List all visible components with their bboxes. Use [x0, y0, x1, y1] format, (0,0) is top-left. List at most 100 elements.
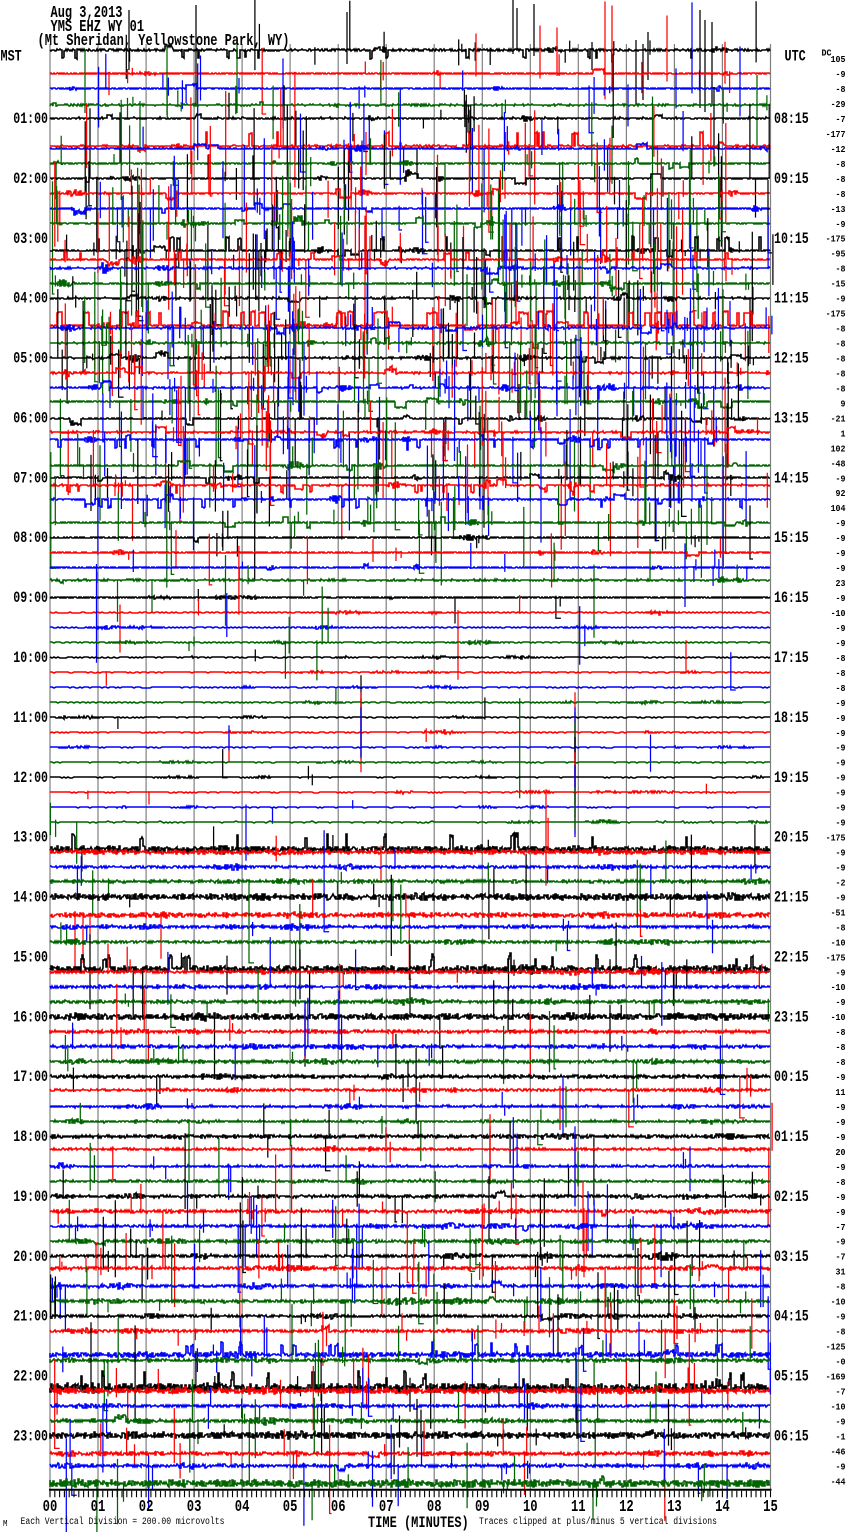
- svg-text:05: 05: [283, 1499, 298, 1517]
- svg-text:(Mt Sheridan, Yellowstone Park: (Mt Sheridan, Yellowstone Park, WY): [38, 32, 290, 50]
- svg-text:105: 105: [831, 55, 846, 65]
- svg-text:18:15: 18:15: [774, 711, 809, 728]
- svg-text:-10: -10: [831, 1402, 846, 1412]
- svg-text:-8: -8: [836, 384, 846, 394]
- svg-text:17:15: 17:15: [774, 651, 809, 668]
- svg-text:13:15: 13:15: [774, 411, 809, 428]
- svg-text:01:15: 01:15: [774, 1130, 809, 1147]
- svg-text:10:00: 10:00: [13, 651, 48, 668]
- svg-text:-12: -12: [831, 145, 846, 155]
- svg-text:14: 14: [715, 1499, 730, 1517]
- svg-text:23:00: 23:00: [13, 1429, 48, 1446]
- svg-text:-48: -48: [831, 459, 846, 469]
- svg-text:-8: -8: [836, 324, 846, 334]
- svg-text:UTC: UTC: [785, 48, 806, 66]
- svg-text:-9: -9: [836, 1312, 846, 1322]
- svg-text:11:15: 11:15: [774, 291, 809, 308]
- svg-text:21:00: 21:00: [13, 1309, 48, 1326]
- svg-text:-7: -7: [836, 115, 846, 125]
- svg-text:12:15: 12:15: [774, 351, 809, 368]
- svg-text:-9: -9: [836, 743, 846, 753]
- svg-text:TIME (MINUTES): TIME (MINUTES): [368, 1515, 469, 1533]
- svg-text:-177: -177: [826, 130, 846, 140]
- svg-text:-9: -9: [836, 1208, 846, 1218]
- svg-text:11: 11: [836, 1088, 846, 1098]
- svg-text:-29: -29: [831, 100, 846, 110]
- svg-text:04:00: 04:00: [13, 291, 48, 308]
- svg-text:-8: -8: [836, 923, 846, 933]
- svg-text:00: 00: [43, 1499, 58, 1517]
- svg-text:17:00: 17:00: [13, 1070, 48, 1087]
- svg-text:-9: -9: [836, 294, 846, 304]
- svg-text:12: 12: [619, 1499, 634, 1517]
- svg-text:15:15: 15:15: [774, 531, 809, 548]
- svg-text:-125: -125: [826, 1342, 846, 1352]
- svg-text:-9: -9: [836, 624, 846, 634]
- svg-text:Each Vertical Division = 200.: Each Vertical Division = 200.00 microvol…: [21, 1515, 225, 1527]
- svg-text:15: 15: [763, 1499, 778, 1517]
- svg-text:-9: -9: [836, 788, 846, 798]
- svg-text:-44: -44: [831, 1477, 846, 1487]
- svg-text:19:15: 19:15: [774, 770, 809, 787]
- svg-text:13: 13: [667, 1499, 682, 1517]
- svg-text:-9: -9: [836, 1462, 846, 1472]
- svg-text:-1: -1: [836, 1432, 846, 1442]
- svg-text:-9: -9: [836, 773, 846, 783]
- svg-text:05:00: 05:00: [13, 351, 48, 368]
- svg-text:-2: -2: [836, 878, 846, 888]
- svg-text:-10: -10: [831, 609, 846, 619]
- svg-text:-9: -9: [836, 639, 846, 649]
- svg-text:02:15: 02:15: [774, 1190, 809, 1207]
- svg-text:06:00: 06:00: [13, 411, 48, 428]
- svg-text:-9: -9: [836, 519, 846, 529]
- svg-text:08:15: 08:15: [774, 112, 809, 129]
- svg-text:00:15: 00:15: [774, 1070, 809, 1087]
- svg-text:-10: -10: [831, 1297, 846, 1307]
- svg-text:-8: -8: [836, 654, 846, 664]
- svg-text:1: 1: [841, 429, 846, 439]
- svg-text:18:00: 18:00: [13, 1130, 48, 1147]
- svg-text:-10: -10: [831, 983, 846, 993]
- svg-text:-8: -8: [836, 175, 846, 185]
- svg-text:-8: -8: [836, 339, 846, 349]
- svg-text:04: 04: [235, 1499, 250, 1517]
- svg-text:-10: -10: [831, 938, 846, 948]
- svg-text:-8: -8: [836, 85, 846, 95]
- svg-text:-7: -7: [836, 1252, 846, 1262]
- svg-text:16:00: 16:00: [13, 1010, 48, 1027]
- svg-text:-9: -9: [836, 474, 846, 484]
- svg-text:-9: -9: [836, 758, 846, 768]
- svg-text:-175: -175: [826, 833, 846, 843]
- svg-text:-9: -9: [836, 714, 846, 724]
- svg-text:08: 08: [427, 1499, 442, 1517]
- svg-text:06: 06: [331, 1499, 346, 1517]
- svg-text:M: M: [3, 1519, 8, 1529]
- svg-text:-8: -8: [836, 190, 846, 200]
- svg-text:22:15: 22:15: [774, 950, 809, 967]
- svg-text:11: 11: [571, 1499, 586, 1517]
- svg-text:09:00: 09:00: [13, 591, 48, 608]
- svg-text:-175: -175: [826, 309, 846, 319]
- svg-text:20:00: 20:00: [13, 1249, 48, 1266]
- svg-text:-21: -21: [831, 414, 846, 424]
- svg-text:-15: -15: [831, 279, 846, 289]
- svg-text:10: 10: [523, 1499, 538, 1517]
- svg-text:22:00: 22:00: [13, 1369, 48, 1386]
- svg-text:-169: -169: [826, 1372, 846, 1382]
- svg-text:-8: -8: [836, 1028, 846, 1038]
- svg-text:-7: -7: [836, 1387, 846, 1397]
- svg-text:-10: -10: [831, 1013, 846, 1023]
- svg-text:04:15: 04:15: [774, 1309, 809, 1326]
- svg-text:-8: -8: [836, 369, 846, 379]
- svg-text:-175: -175: [826, 953, 846, 963]
- svg-text:-9: -9: [836, 549, 846, 559]
- svg-text:05:15: 05:15: [774, 1369, 809, 1386]
- svg-text:-9: -9: [836, 1237, 846, 1247]
- svg-text:-9: -9: [836, 564, 846, 574]
- svg-text:08:00: 08:00: [13, 531, 48, 548]
- svg-text:01:00: 01:00: [13, 112, 48, 129]
- svg-text:-175: -175: [826, 234, 846, 244]
- svg-text:-9: -9: [836, 1103, 846, 1113]
- svg-text:-9: -9: [836, 1163, 846, 1173]
- svg-text:-9: -9: [836, 594, 846, 604]
